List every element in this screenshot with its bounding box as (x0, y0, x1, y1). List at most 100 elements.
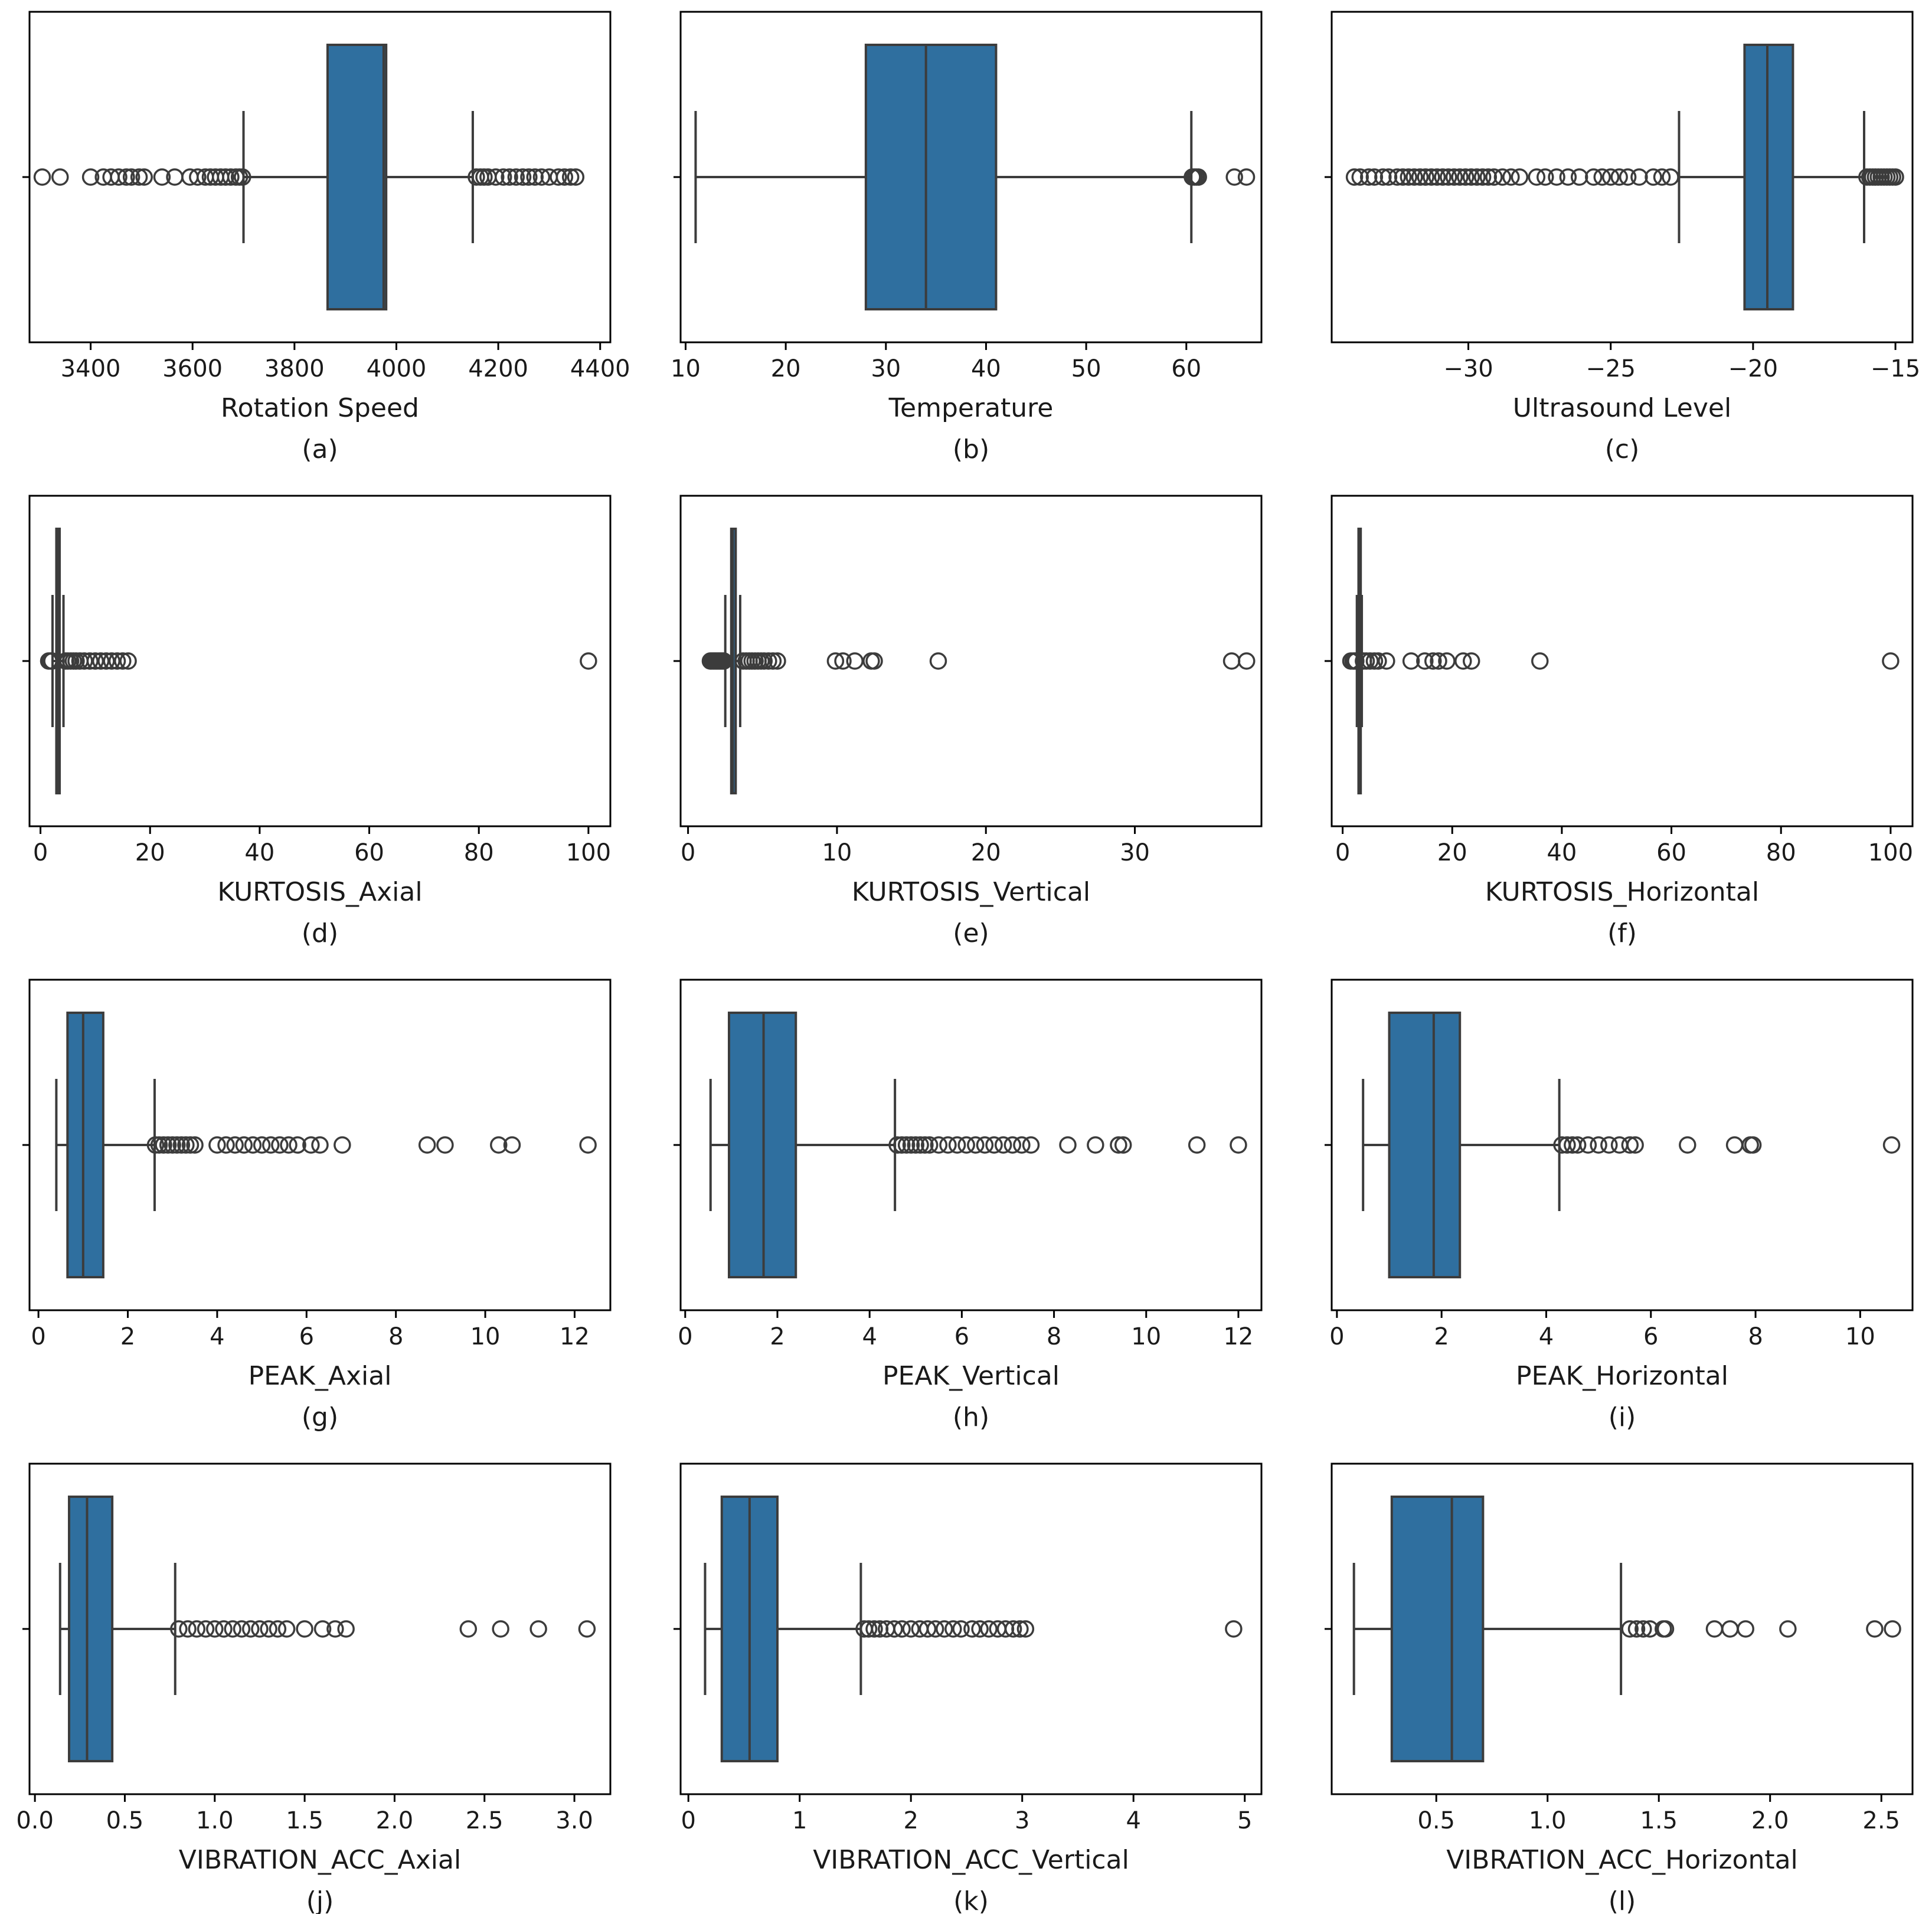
outlier-point (865, 652, 883, 670)
x-tick-label: 2.5 (466, 1807, 504, 1834)
outlier-point (51, 168, 69, 186)
outlier-point (269, 1620, 287, 1638)
outlier-point (929, 652, 947, 670)
outlier-point (244, 1136, 262, 1154)
x-tick-label: 0 (681, 1807, 695, 1834)
outlier-point (1621, 1620, 1639, 1638)
outlier-point (893, 1136, 911, 1154)
x-tick-label: 2.5 (1862, 1807, 1900, 1834)
outlier-point (226, 1136, 244, 1154)
outlier-point (1882, 1136, 1901, 1154)
x-tick-label: 4 (1126, 1807, 1140, 1834)
outlier-point (1369, 652, 1387, 670)
outlier-point (313, 1620, 332, 1638)
x-tick-label: 2 (770, 1323, 784, 1350)
outlier-point (1737, 1620, 1754, 1638)
outlier-point (1579, 1136, 1597, 1154)
outlier-point (532, 168, 551, 186)
x-tick-label: 4200 (468, 355, 528, 382)
outlier-point (1568, 1136, 1587, 1154)
outlier-point (1531, 652, 1549, 670)
panel-f: 0 20 40 60 80 100 KURTOSIS_Horizontal (f) (1325, 495, 1914, 948)
x-tick-label: 3400 (61, 355, 121, 382)
x-tick-label: 6 (1643, 1323, 1658, 1350)
outlier-point (994, 1136, 1012, 1154)
x-tick-label: 80 (464, 839, 494, 866)
outlier-point (260, 1620, 277, 1638)
outlier-point (916, 1136, 934, 1154)
outlier-point (168, 1136, 186, 1154)
x-tick-label: −30 (1443, 355, 1493, 382)
outlier-point (1887, 168, 1904, 186)
outlier-point (1416, 652, 1434, 670)
outlier-point (1705, 1620, 1724, 1638)
panel-d: 0 20 40 60 80 100 KURTOSIS_Axial (d) (22, 495, 612, 948)
outlier-point (135, 168, 153, 186)
x-axis-label: VIBRATION_ACC_Axial (179, 1845, 461, 1875)
outlier-point (507, 168, 525, 186)
outlier-point (1570, 168, 1588, 186)
outlier-point (1621, 1136, 1639, 1154)
outlier-point (1721, 1620, 1739, 1638)
outlier-point (501, 168, 518, 186)
x-tick-label: 12 (1223, 1323, 1253, 1350)
x-axis-label: PEAK_Vertical (882, 1361, 1060, 1391)
x-axis-label: KURTOSIS_Vertical (852, 877, 1090, 907)
outlier-point (1361, 652, 1379, 670)
x-tick-label: 0.5 (1417, 1807, 1455, 1834)
x-tick-label: 30 (1120, 839, 1150, 866)
panel-i: 0 2 4 6 8 10 PEAK_Horizontal (i) (1325, 979, 1914, 1432)
outlier-point (277, 1620, 296, 1638)
x-tick-label: 20 (135, 839, 165, 866)
outlier-point (181, 1136, 200, 1154)
outlier-point (1423, 168, 1440, 186)
x-tick-label: 1.0 (196, 1807, 234, 1834)
outlier-point (418, 1136, 436, 1154)
outlier-point (153, 168, 171, 186)
outlier-point (1473, 168, 1492, 186)
outlier-point (526, 168, 544, 186)
panel-label: (j) (306, 1886, 334, 1914)
outlier-point (1744, 1136, 1762, 1154)
panel-c: −30 −25 −20 −15 Ultrasound Level (c) (1325, 11, 1920, 464)
outlier-point (944, 1620, 962, 1638)
outlier-point (1345, 168, 1364, 186)
outlier-point (217, 168, 235, 186)
x-tick-label: 4 (210, 1323, 224, 1350)
x-tick-label: 0.0 (16, 1807, 54, 1834)
outlier-point (1110, 1136, 1127, 1154)
outlier-point (888, 1136, 906, 1154)
x-axis-label: PEAK_Horizontal (1516, 1361, 1728, 1391)
outlier-point (755, 652, 773, 670)
outlier-point (1016, 1620, 1035, 1638)
outlier-point (206, 1620, 224, 1638)
x-tick-label: 40 (1547, 839, 1577, 866)
outlier-point (834, 652, 852, 670)
outlier-point (1411, 168, 1429, 186)
outlier-point (1558, 1136, 1576, 1154)
outlier-point (567, 168, 585, 186)
x-tick-label: −20 (1728, 355, 1778, 382)
outlier-point (1645, 168, 1662, 186)
outlier-point (918, 1620, 937, 1638)
panel-e: 0 10 20 30 KURTOSIS_Vertical (e) (674, 495, 1263, 948)
outlier-point (117, 168, 135, 186)
outlier-point (164, 1136, 181, 1154)
outlier-point (1593, 168, 1611, 186)
x-axis-label: KURTOSIS_Horizontal (1485, 877, 1759, 907)
outlier-point (936, 1620, 953, 1638)
iqr-box (1388, 1012, 1462, 1278)
outlier-point (902, 1620, 920, 1638)
outlier-point (1374, 168, 1392, 186)
outlier-point (1601, 168, 1620, 186)
outlier-point (490, 1136, 508, 1154)
outlier-point (215, 1620, 233, 1638)
x-tick-label: 50 (1071, 355, 1101, 382)
outlier-point (1610, 168, 1628, 186)
iqr-box (68, 1496, 114, 1762)
outlier-point (930, 1136, 948, 1154)
outlier-point (1679, 1136, 1696, 1154)
outlier-point (235, 1136, 253, 1154)
outlier-point (980, 1620, 998, 1638)
outlier-point (920, 1136, 939, 1154)
